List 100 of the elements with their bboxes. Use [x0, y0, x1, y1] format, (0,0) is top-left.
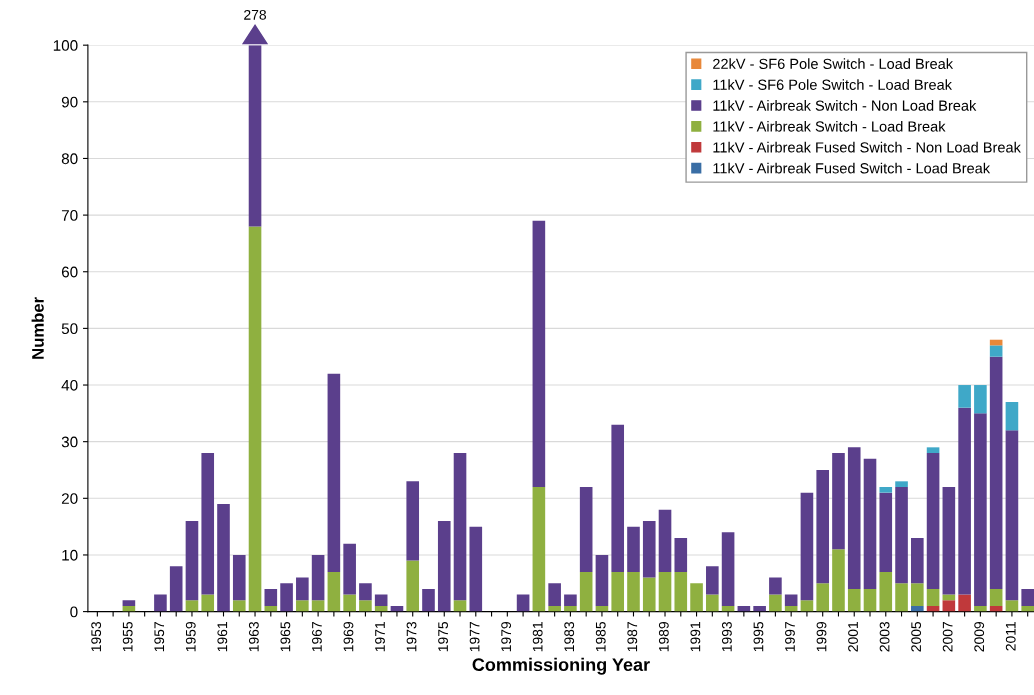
bar	[343, 594, 356, 612]
x-tick-label: 1957	[154, 622, 165, 652]
bar	[579, 486, 593, 572]
bar	[847, 447, 861, 589]
bar	[532, 220, 546, 487]
x-tick-label: 1989	[658, 621, 669, 652]
x-tick-label: 1969	[343, 621, 354, 652]
x-tick-label: 1965	[280, 621, 291, 652]
x-tick-label: 2005	[911, 621, 922, 652]
x-tick-label: 1983	[564, 621, 575, 652]
bar	[185, 520, 199, 601]
bar	[311, 554, 325, 601]
bar	[674, 571, 688, 612]
bar	[642, 577, 656, 612]
bar	[989, 588, 1003, 606]
x-tick-label: 1979	[501, 621, 512, 652]
bar	[926, 588, 940, 606]
x-tick-label: 1985	[595, 621, 606, 652]
bar	[974, 605, 987, 612]
bar	[611, 571, 625, 612]
bar	[800, 492, 814, 601]
x-tick-label: 1987	[627, 622, 638, 652]
x-tick-label: 2003	[879, 621, 890, 652]
bar	[327, 373, 341, 572]
x-tick-label: 1953	[91, 621, 102, 652]
y-tick-label: 60	[61, 266, 78, 278]
bar	[879, 571, 893, 612]
bar	[564, 594, 577, 606]
bar	[169, 566, 183, 612]
bar	[832, 549, 845, 612]
bar	[359, 600, 372, 612]
legend-label: 11kV - Airbreak Fused Switch - Load Break	[713, 162, 991, 174]
x-tick-label: 1999	[816, 621, 827, 652]
x-tick-label: 2007	[942, 622, 953, 652]
bar	[942, 486, 956, 595]
x-tick-label: 1997	[785, 622, 795, 652]
bar	[406, 481, 420, 561]
x-tick-label: 1995	[753, 621, 764, 652]
bar	[280, 583, 293, 612]
y-tick-label: 50	[61, 323, 78, 335]
bar	[1005, 430, 1019, 601]
bar	[532, 486, 546, 612]
annotation: 278	[244, 9, 267, 20]
x-tick-label: 1993	[721, 621, 732, 652]
x-axis-title: Commissioning Year	[472, 657, 650, 675]
x-tick-label: 1971	[375, 622, 385, 652]
bar	[1005, 600, 1019, 612]
bar	[942, 600, 956, 612]
bar	[122, 600, 136, 606]
x-tick-label: 1967	[312, 622, 322, 652]
bar	[422, 588, 435, 612]
x-tick-label: 1975	[438, 621, 448, 652]
bar	[863, 588, 877, 612]
bar	[564, 605, 577, 612]
legend-label: 22kV - SF6 Pole Switch - Load Break	[713, 58, 954, 70]
bar	[548, 605, 561, 612]
x-tick-label: 1959	[185, 621, 196, 652]
bar	[658, 571, 672, 612]
bar	[989, 356, 1003, 589]
bar	[958, 385, 971, 408]
bar	[863, 458, 877, 589]
bar	[816, 469, 830, 584]
bar	[611, 424, 625, 572]
bar	[832, 453, 845, 550]
bar	[264, 605, 278, 612]
bar	[879, 492, 893, 572]
bar	[753, 605, 766, 612]
bar	[217, 503, 230, 612]
bar	[911, 537, 924, 584]
bar	[658, 509, 672, 572]
bar	[548, 583, 561, 606]
bar	[627, 526, 640, 572]
bar	[895, 583, 908, 612]
bar	[437, 520, 451, 612]
bar	[911, 605, 924, 612]
bar	[201, 594, 215, 612]
y-tick-label: 0	[70, 606, 78, 618]
bar	[800, 600, 814, 612]
bar	[579, 571, 593, 612]
bar	[1021, 588, 1034, 606]
bar	[879, 486, 893, 493]
bar	[895, 486, 908, 584]
y-tick-label: 40	[61, 379, 78, 391]
x-tick-label: 2001	[848, 622, 858, 652]
bar	[721, 532, 735, 606]
bar	[185, 600, 199, 612]
bar	[296, 577, 309, 601]
bar	[958, 594, 971, 612]
bar	[974, 385, 987, 414]
bar	[989, 345, 1003, 357]
bar	[816, 583, 830, 612]
bar	[974, 413, 987, 606]
y-axis-title: Number	[31, 297, 44, 359]
bar	[911, 583, 924, 606]
x-tick-label: 1973	[406, 621, 417, 652]
y-tick-label: 100	[53, 40, 78, 51]
bar	[627, 571, 640, 612]
bar	[690, 583, 703, 612]
bar	[453, 453, 467, 601]
x-tick-label: 1977	[469, 622, 480, 652]
